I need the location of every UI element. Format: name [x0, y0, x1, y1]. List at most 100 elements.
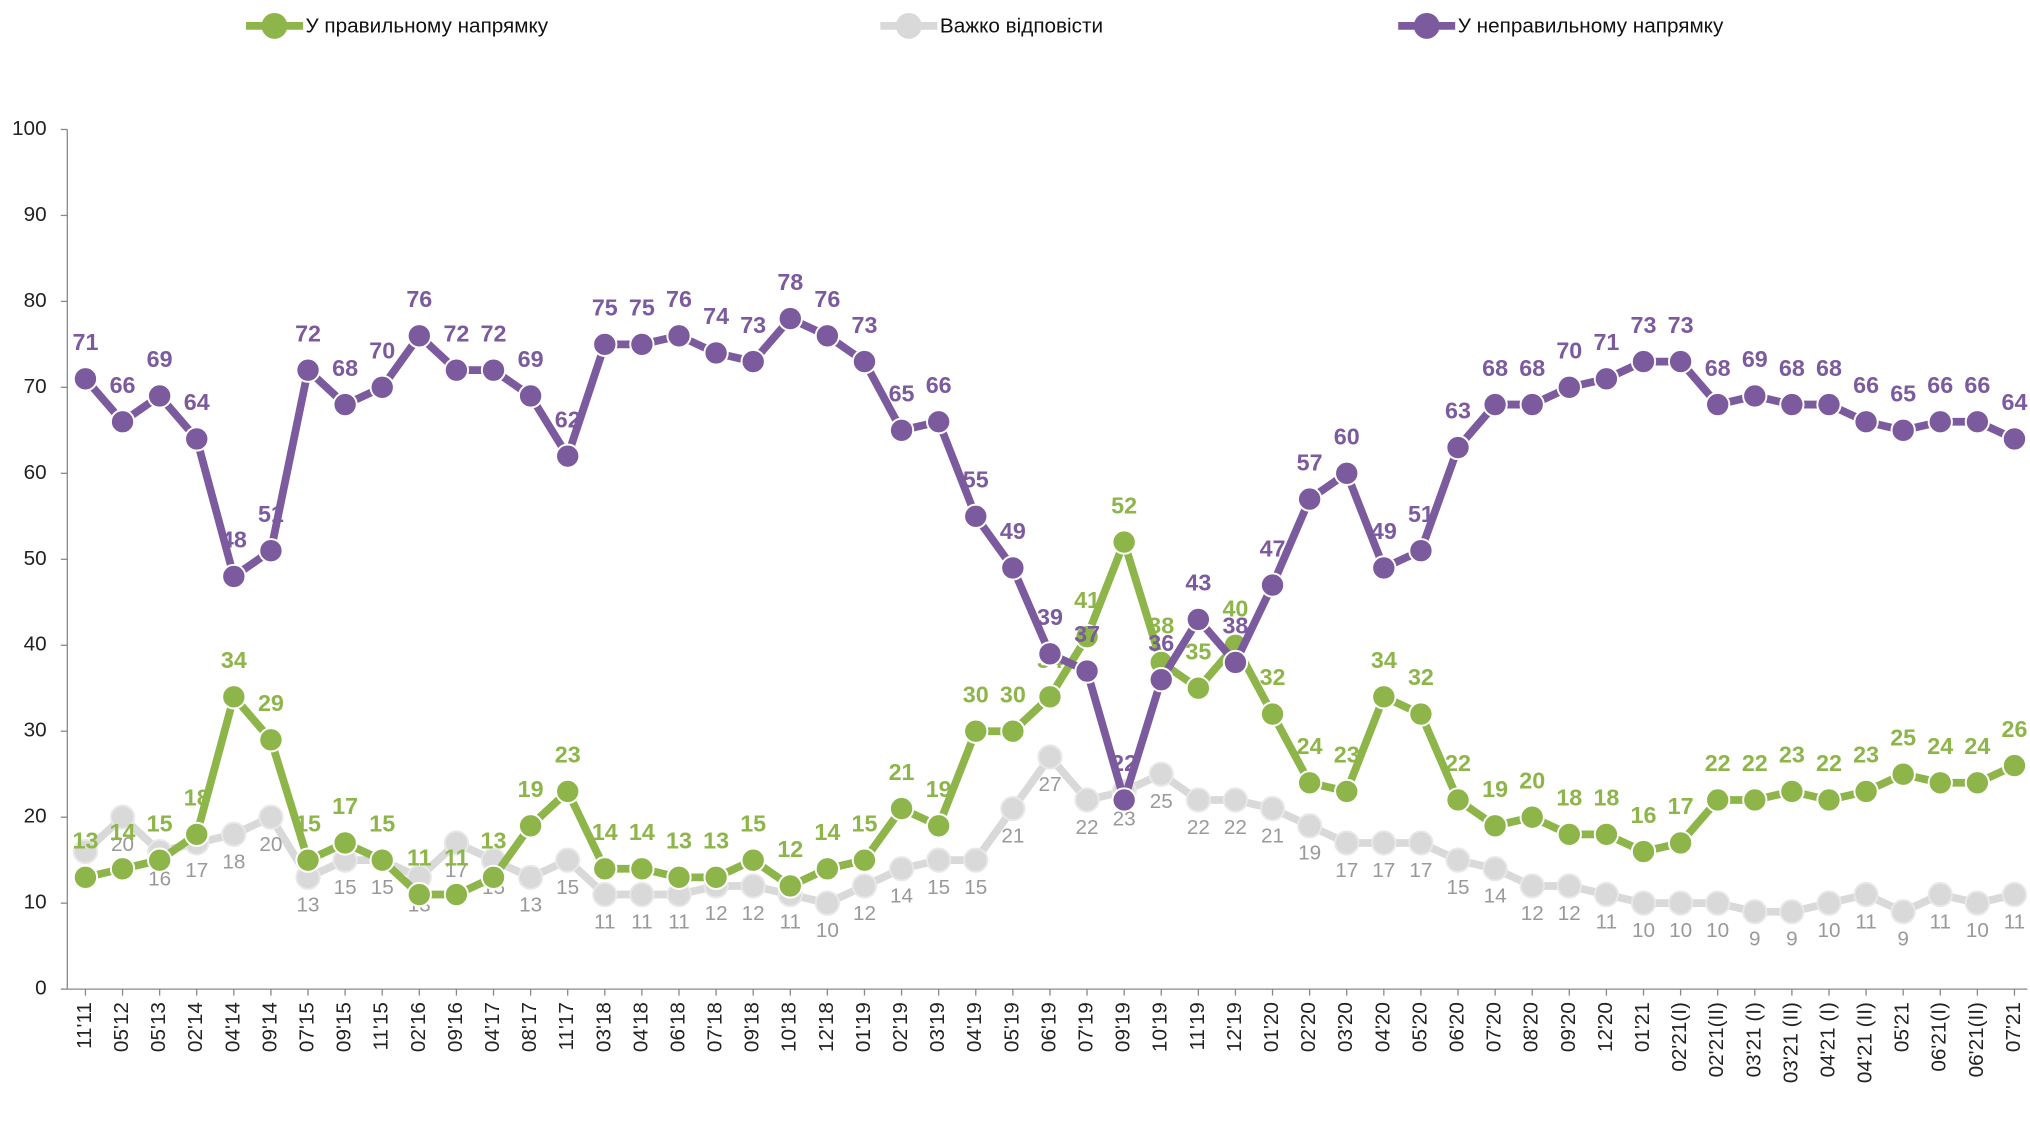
data-label: 24: [1964, 733, 1990, 759]
x-tick-label: 03'21 (II): [1779, 1002, 1802, 1083]
x-tick-label: 10'19: [1149, 1002, 1172, 1052]
x-tick-label: 05'13: [147, 1002, 170, 1052]
point: [1742, 383, 1768, 409]
x-tick-label: 05'19: [1000, 1002, 1023, 1052]
grey-label: 23: [1113, 807, 1136, 830]
point: [814, 890, 840, 916]
data-label: 69: [1742, 346, 1768, 372]
x-tick-label: 02'14: [184, 1002, 207, 1052]
data-label: 14: [629, 819, 655, 845]
point: [703, 864, 729, 890]
x-tick-label: 12'20: [1594, 1002, 1617, 1052]
x-tick-label: 01'21: [1631, 1002, 1654, 1052]
x-tick-label: 12'18: [815, 1002, 838, 1052]
x-tick-label: 09'16: [444, 1002, 467, 1052]
point: [221, 563, 247, 590]
data-label: 25: [1890, 724, 1916, 750]
point: [1890, 761, 1916, 787]
point: [666, 864, 692, 890]
data-label: 11: [444, 845, 469, 871]
x-tick-label: 06'19: [1037, 1002, 1060, 1052]
data-label: 30: [1000, 681, 1026, 707]
data-label: 23: [555, 742, 581, 768]
point: [221, 821, 247, 847]
data-label: 64: [184, 389, 210, 415]
data-label: 66: [926, 372, 952, 398]
x-tick-label: 04'21 (II): [1854, 1002, 1877, 1083]
point: [629, 881, 655, 908]
point: [1074, 787, 1100, 813]
point: [777, 873, 803, 899]
point: [517, 813, 544, 839]
grey-label: 19: [1298, 842, 1321, 865]
grey-label: 11: [594, 911, 616, 934]
point: [1593, 821, 1620, 847]
data-label: 36: [1148, 630, 1174, 656]
grey-label: 12: [853, 902, 876, 925]
data-label: 24: [1927, 733, 1953, 759]
grey-label: 17: [185, 859, 208, 882]
point: [1667, 890, 1694, 916]
data-label: 49: [1371, 518, 1397, 544]
point: [1853, 778, 1879, 805]
data-label: 32: [1408, 664, 1434, 690]
data-label: 18: [1556, 785, 1582, 811]
point: [1742, 899, 1768, 925]
x-tick-label: 04'14: [221, 1002, 244, 1052]
data-label: 72: [481, 320, 507, 346]
grey-label: 11: [668, 911, 690, 934]
point: [2001, 426, 2028, 452]
point: [72, 366, 99, 392]
y-tick-label: 40: [24, 633, 47, 656]
data-label: 74: [703, 303, 729, 329]
x-tick-label: 08'20: [1520, 1002, 1543, 1052]
grey-label: 10: [816, 919, 839, 942]
point: [332, 830, 358, 856]
point: [1853, 409, 1879, 435]
grey-label: 11: [1596, 911, 1618, 934]
x-tick-label: 09'19: [1112, 1002, 1135, 1052]
point: [1593, 366, 1620, 392]
point: [443, 881, 470, 908]
point: [963, 718, 989, 744]
grey-label: 10: [1632, 919, 1655, 942]
point: [1519, 873, 1545, 899]
grey-label: 22: [1224, 816, 1247, 839]
data-label: 24: [1297, 733, 1323, 759]
point: [1964, 890, 1990, 916]
data-label: 14: [592, 819, 618, 845]
point: [1927, 409, 1953, 435]
data-label: 68: [1519, 355, 1545, 381]
data-label: 13: [666, 828, 692, 854]
data-label: 17: [332, 793, 358, 819]
data-label: 62: [555, 406, 581, 432]
point: [1445, 787, 1471, 813]
grey-label: 9: [1897, 928, 1909, 951]
data-label: 22: [1111, 750, 1137, 776]
point: [184, 821, 210, 847]
x-tick-label: 04'18: [629, 1002, 652, 1052]
x-tick-label: 02'16: [407, 1002, 430, 1052]
point: [258, 538, 284, 564]
point: [1000, 555, 1026, 581]
grey-label: 10: [1669, 919, 1692, 942]
point: [1408, 701, 1434, 727]
data-label: 68: [1816, 355, 1842, 381]
data-label: 55: [963, 467, 989, 493]
point: [109, 856, 136, 882]
x-tick-label: 05'21: [1891, 1002, 1914, 1052]
data-label: 72: [295, 320, 321, 346]
data-label: 72: [443, 320, 469, 346]
point: [1630, 890, 1657, 916]
grey-label: 17: [1372, 859, 1395, 882]
data-label: 71: [1593, 329, 1619, 355]
point: [258, 804, 284, 830]
point: [851, 847, 878, 873]
grey-label: 11: [780, 911, 801, 934]
point: [1111, 529, 1137, 555]
point: [1816, 787, 1842, 813]
grey-label: 13: [519, 893, 542, 916]
point: [1779, 899, 1805, 925]
y-tick-label: 80: [24, 289, 47, 312]
grey-label: 11: [1930, 911, 1952, 934]
